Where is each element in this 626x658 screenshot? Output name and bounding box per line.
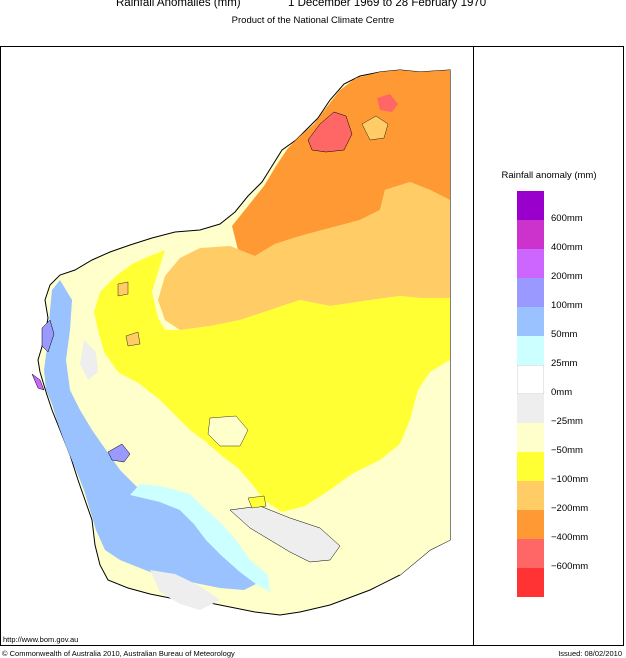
- legend-swatch: [517, 191, 544, 220]
- blob-minus100-b: [125, 331, 141, 347]
- pocket-minus25-b: [207, 415, 249, 447]
- legend-tick-label: 0mm: [551, 387, 573, 398]
- legend-swatch: [517, 365, 544, 394]
- map-frame: [0, 46, 624, 646]
- region-minus100-belt: [158, 182, 450, 330]
- subtitle: Product of the National Climate Centre: [231, 15, 395, 26]
- issued-date: Issued: 08/02/2010: [558, 649, 622, 658]
- legend-tick-label: −600mm: [551, 561, 589, 572]
- region-minus25-sw: [150, 570, 220, 610]
- legend-swatch: [517, 278, 544, 307]
- legend-swatch: [517, 220, 544, 249]
- legend-swatch: [517, 568, 544, 597]
- legend-swatch: [517, 249, 544, 278]
- region-plus200: [31, 373, 45, 391]
- region-minus50-core: [94, 250, 450, 512]
- legend-tick-label: 25mm: [551, 358, 578, 369]
- region-plus100-a: [107, 443, 131, 463]
- region-plus50-coast: [44, 280, 256, 590]
- map-title: Rainfall Anomalies (mm): [116, 0, 241, 9]
- legend-tick-label: −50mm: [551, 445, 583, 456]
- legend-tick-label: −400mm: [551, 532, 589, 543]
- legend-swatch: [517, 539, 544, 568]
- legend-tick-label: 200mm: [551, 271, 583, 282]
- panel-divider: [473, 46, 474, 646]
- legend-swatch: [517, 336, 544, 365]
- pocket-minus25-east: [305, 360, 450, 575]
- legend-tick-label: −100mm: [551, 474, 589, 485]
- header: Rainfall Anomalies (mm) 1 December 1969 …: [0, 0, 626, 44]
- legend-swatch: [517, 452, 544, 481]
- legend-tick-label: 600mm: [551, 213, 583, 224]
- legend-swatch: [517, 423, 544, 452]
- region-plus25: [130, 484, 270, 592]
- period-label: 1 December 1969 to 28 February 1970: [288, 0, 487, 9]
- copyright: © Commonwealth of Australia 2010, Austra…: [2, 649, 235, 658]
- legend-swatch: [517, 481, 544, 510]
- legend-tick-label: 100mm: [551, 300, 583, 311]
- region-minus25-west: [80, 340, 98, 380]
- blob-minus100-a: [117, 281, 129, 297]
- legend-swatch: [517, 394, 544, 423]
- legend-tick-label: 400mm: [551, 242, 583, 253]
- blob-minus50-c: [247, 495, 267, 509]
- region-minus25-south: [229, 505, 341, 563]
- region-minus200-north: [232, 70, 450, 256]
- region-minus400: [307, 111, 353, 153]
- source-url: http://www.bom.gov.au: [3, 635, 79, 644]
- blob-orange-lake: [361, 115, 389, 141]
- region-minus400b: [377, 94, 398, 112]
- legend-title: Rainfall anomaly (mm): [501, 170, 597, 181]
- legend-tick-label: −25mm: [551, 416, 583, 427]
- rainfall-map: [31, 69, 451, 616]
- region-plus100-b: [41, 319, 55, 353]
- legend-swatch: [517, 307, 544, 336]
- legend-tick-label: −200mm: [551, 503, 589, 514]
- legend-swatch: [517, 510, 544, 539]
- legend-tick-label: 50mm: [551, 329, 578, 340]
